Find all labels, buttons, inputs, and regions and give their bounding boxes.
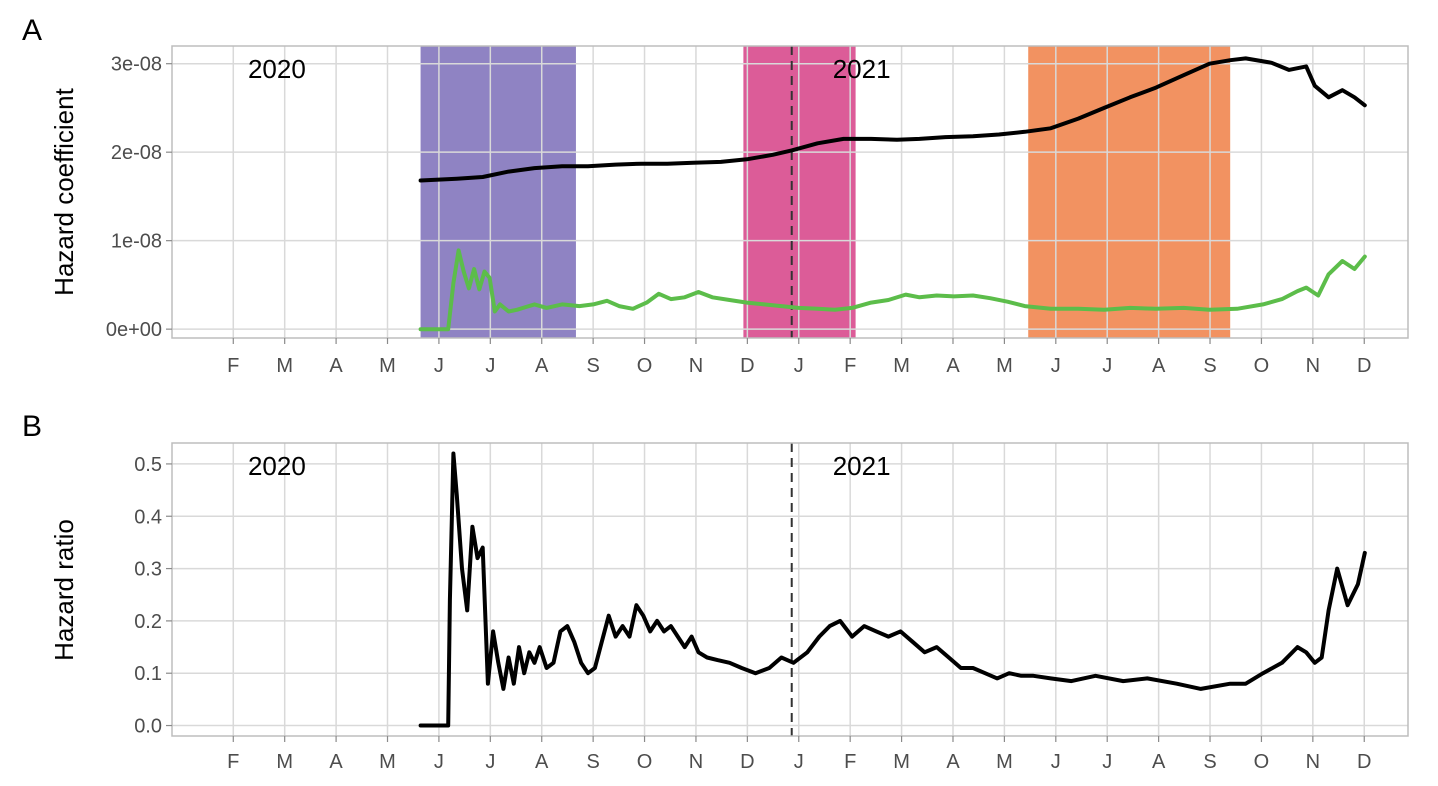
y-tick-label: 0.5 [134, 454, 162, 476]
x-tick-label: D [1357, 751, 1371, 773]
y-tick-label: 0.1 [134, 663, 162, 685]
x-tick-label: S [1203, 751, 1216, 773]
x-tick-label: A [329, 751, 343, 773]
x-tick-label: J [1051, 355, 1061, 377]
plot-border [171, 442, 1409, 737]
y-tick-label: 3e-08 [111, 54, 162, 76]
x-tick-label: O [637, 751, 653, 773]
x-tick-label: M [996, 355, 1013, 377]
x-tick-label: M [893, 751, 910, 773]
panel-a: A Hazard coefficient 0e+00 1e-08 2e-08 3e-0… [22, 14, 1409, 377]
year-label-2020: 2020 [248, 54, 306, 84]
y-axis-title-b: Hazard ratio [49, 519, 79, 661]
y-tick-label: 0.3 [134, 559, 162, 581]
plot-border [171, 45, 1409, 339]
x-tick-label: O [637, 355, 653, 377]
x-tick-label: F [227, 355, 239, 377]
panel-letter-b: B [22, 410, 42, 443]
year-label-2021: 2021 [833, 451, 891, 481]
y-axis-title-a: Hazard coefficient [49, 87, 79, 295]
x-tick-label: S [586, 751, 599, 773]
x-tick-label: A [946, 751, 960, 773]
series-lines-a [418, 56, 1367, 332]
x-tick-label: N [1306, 751, 1320, 773]
year-label-2020: 2020 [248, 451, 306, 481]
y-tick-label: 1e-08 [111, 231, 162, 253]
x-tick-label: N [1306, 355, 1320, 377]
x-tick-label: M [276, 355, 293, 377]
x-tick-label: J [1051, 751, 1061, 773]
x-tick-label: S [1203, 355, 1216, 377]
x-tick-label: M [379, 355, 396, 377]
gridlines-b [172, 443, 1408, 736]
x-tick-label: A [1152, 751, 1166, 773]
year-labels-b: 2020 2021 [248, 451, 891, 481]
plot-frame-b [171, 442, 1409, 737]
panel-letter-a: A [22, 14, 42, 47]
x-tick-label: N [689, 355, 703, 377]
y-tick-label: 0e+00 [106, 319, 162, 341]
x-tick-label: S [586, 355, 599, 377]
x-tick-label: J [485, 355, 495, 377]
series-lines-b [418, 451, 1367, 728]
year-label-2021: 2021 [833, 54, 891, 84]
x-tick-label: J [434, 355, 444, 377]
x-tick-label: A [329, 355, 343, 377]
panel-b: B Hazard ratio 0.0 0.1 0.2 0.3 0.4 0.5 F M A M J J… [22, 410, 1409, 773]
x-tick-label: O [1254, 751, 1270, 773]
x-tick-label: A [535, 751, 549, 773]
shaded-region-1 [420, 46, 576, 338]
x-tick-label: F [227, 751, 239, 773]
gridlines-a [172, 46, 1408, 338]
year-labels-a: 2020 2021 [248, 54, 891, 84]
y-tick-label: 0.4 [134, 506, 162, 528]
series-line-2 [418, 248, 1367, 332]
series-line-1 [418, 56, 1367, 183]
x-tick-label: J [1102, 751, 1112, 773]
y-ticks-a: 0e+00 1e-08 2e-08 3e-08 [106, 54, 172, 341]
x-tick-label: A [535, 355, 549, 377]
x-tick-label: J [485, 751, 495, 773]
shaded-region-3 [1028, 46, 1231, 338]
series-line-1 [418, 451, 1367, 728]
x-tick-label: A [946, 355, 960, 377]
x-tick-label: J [434, 751, 444, 773]
x-tick-label: O [1254, 355, 1270, 377]
x-tick-label: J [794, 355, 804, 377]
x-tick-label: M [996, 751, 1013, 773]
x-tick-label: N [689, 751, 703, 773]
x-tick-label: A [1152, 355, 1166, 377]
x-tick-label: D [740, 355, 754, 377]
y-ticks-b: 0.0 0.1 0.2 0.3 0.4 0.5 [134, 454, 172, 738]
y-tick-label: 0.0 [134, 716, 162, 738]
plot-frame-a [171, 45, 1409, 339]
x-tick-label: F [844, 751, 856, 773]
x-tick-label: J [794, 751, 804, 773]
x-tick-label: D [740, 751, 754, 773]
x-tick-label: M [893, 355, 910, 377]
y-tick-label: 2e-08 [111, 142, 162, 164]
x-tick-label: J [1102, 355, 1112, 377]
y-tick-label: 0.2 [134, 611, 162, 633]
x-tick-label: M [276, 751, 293, 773]
x-tick-label: F [844, 355, 856, 377]
x-tick-label: D [1357, 355, 1371, 377]
x-tick-label: M [379, 751, 396, 773]
